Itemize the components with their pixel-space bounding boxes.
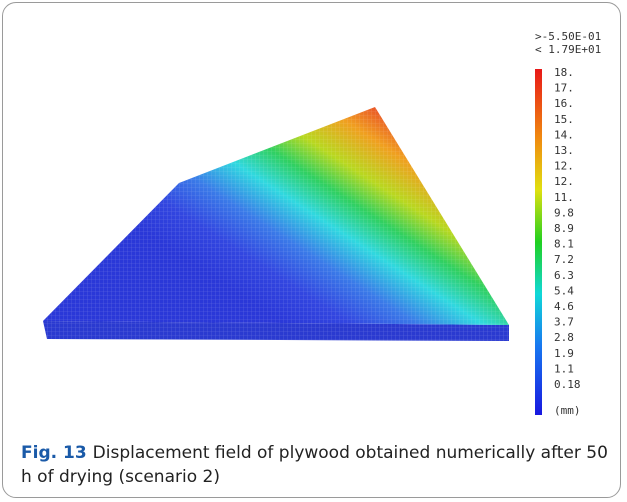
legend-label: 0.18	[554, 378, 581, 391]
color-bar	[535, 69, 542, 415]
plywood-model	[43, 107, 509, 341]
legend-label: 12.	[554, 160, 574, 173]
caption-text: Displacement field of plywood obtained n…	[21, 443, 608, 487]
legend-label: 4.6	[554, 300, 574, 313]
legend-label: 15.	[554, 113, 574, 126]
legend-label: 13.	[554, 144, 574, 157]
legend-label: 18.	[554, 66, 574, 79]
caption-label: Fig. 13	[21, 443, 87, 463]
legend-label: 3.7	[554, 316, 574, 329]
figure-image: >-5.50E-01< 1.79E+01 18. 17. 16. 15. 14. 13. 12…	[43, 30, 601, 417]
figure-frame: >-5.50E-01 < 1.79E+01 18. 17. 16. 15. 14. 13. 12…	[2, 2, 621, 498]
legend-label: 8.9	[554, 222, 574, 235]
legend-label: 7.2	[554, 253, 574, 266]
legend-header: >-5.50E-01	[535, 30, 601, 43]
legend-label: 8.1	[554, 238, 574, 251]
legend-label: 17.	[554, 82, 574, 95]
legend-label: 6.3	[554, 269, 574, 282]
legend-label: 9.8	[554, 206, 574, 219]
legend: >-5.50E-01< 1.79E+01 18. 17. 16. 15. 14. 13. 12…	[535, 30, 601, 417]
legend-label: 14.	[554, 128, 574, 141]
legend-header: < 1.79E+01	[535, 43, 601, 56]
legend-label: 5.4	[554, 284, 574, 297]
legend-label: 16.	[554, 97, 574, 110]
caption: Fig. 13 Displacement field of plywood obt…	[21, 441, 611, 489]
legend-label: 1.1	[554, 362, 574, 375]
legend-label: 2.8	[554, 331, 574, 344]
legend-label: 1.9	[554, 347, 574, 360]
legend-label: 12.	[554, 175, 574, 188]
legend-unit: (mm)	[554, 404, 581, 417]
legend-label: 11.	[554, 191, 574, 204]
